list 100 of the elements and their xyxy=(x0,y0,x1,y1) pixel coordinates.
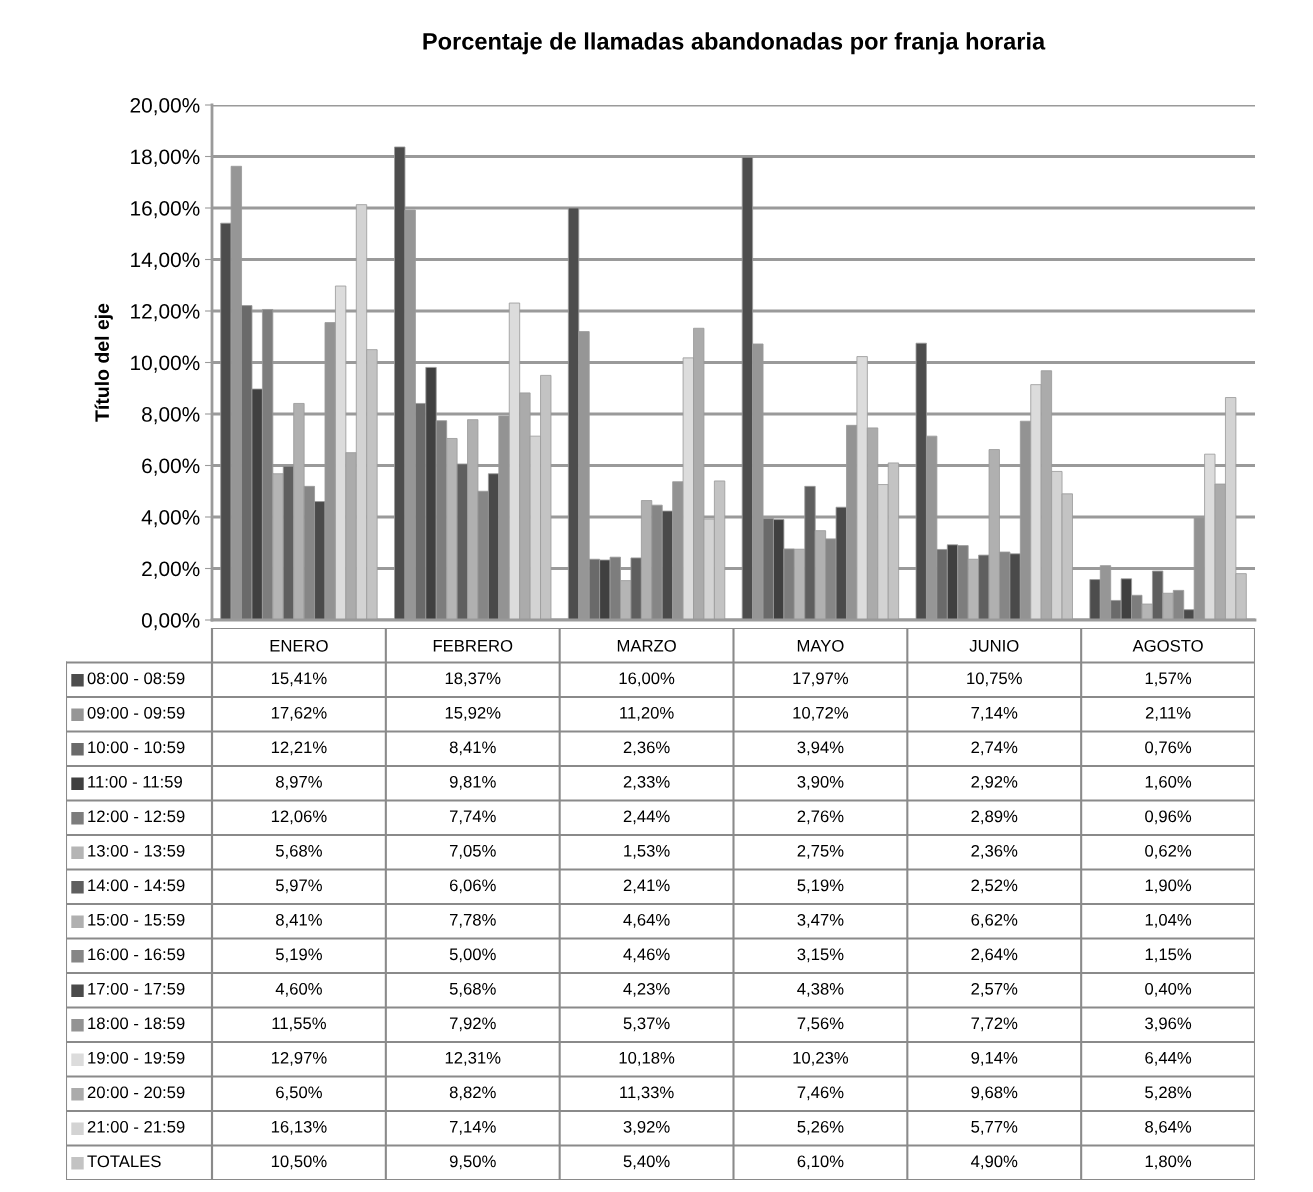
legend-label: 20:00 - 20:59 xyxy=(87,1086,185,1099)
data-label: 11,33% xyxy=(620,1086,674,1101)
data-label: 5,19% xyxy=(797,879,844,894)
data-label: 1,90% xyxy=(1145,879,1192,894)
data-label: 15,92% xyxy=(445,706,501,721)
x-tick-label: MAYO xyxy=(797,639,844,652)
data-label: 12,31% xyxy=(445,1051,501,1066)
legend-label: 08:00 - 08:59 xyxy=(87,672,185,685)
legend-label: 19:00 - 19:59 xyxy=(88,1051,185,1064)
data-label: 2,41% xyxy=(623,879,670,894)
y-tick-label: 16,00% xyxy=(131,201,200,219)
data-label: 10,18% xyxy=(619,1051,675,1066)
data-label: 12,97% xyxy=(271,1051,327,1066)
data-label: 7,46% xyxy=(797,1086,844,1101)
data-label: 5,00% xyxy=(449,948,496,963)
data-label: 16,00% xyxy=(619,672,675,687)
data-label: 6,10% xyxy=(797,1155,844,1170)
legend-label: 10:00 - 10:59 xyxy=(88,741,185,754)
data-label: 5,40% xyxy=(623,1155,670,1170)
y-tick-label: 4,00% xyxy=(141,510,200,528)
data-label: 5,28% xyxy=(1145,1086,1192,1101)
chart-title: Porcentaje de llamadas abandonadas por franja horaria xyxy=(423,32,1046,55)
data-label: 3,94% xyxy=(797,741,844,756)
y-tick-label: 18,00% xyxy=(131,149,200,167)
x-tick-label: AGOSTO xyxy=(1132,639,1203,652)
data-label: 0,76% xyxy=(1145,741,1192,756)
data-label: 1,53% xyxy=(624,844,670,859)
data-label: 1,04% xyxy=(1145,913,1192,928)
x-tick-label: MARZO xyxy=(617,639,676,652)
data-label: 6,50% xyxy=(276,1086,322,1101)
data-label: 3,96% xyxy=(1145,1017,1192,1032)
x-tick-label: ENERO xyxy=(270,639,328,652)
data-label: 8,41% xyxy=(276,913,322,928)
data-label: 2,52% xyxy=(971,879,1018,894)
data-label: 11,55% xyxy=(272,1017,326,1032)
data-label: 10,75% xyxy=(967,672,1022,687)
data-label: 4,64% xyxy=(623,913,670,928)
data-label: 7,14% xyxy=(971,706,1018,721)
data-label: 16,13% xyxy=(271,1120,327,1135)
data-label: 5,26% xyxy=(797,1120,844,1135)
legend-label: 13:00 - 13:59 xyxy=(88,844,185,857)
data-label: 2,33% xyxy=(623,775,670,790)
y-tick-label: 12,00% xyxy=(131,304,200,322)
data-label: 2,57% xyxy=(971,982,1018,997)
data-label: 4,90% xyxy=(971,1155,1018,1170)
x-tick-label: FEBRERO xyxy=(433,639,513,652)
data-label: 8,97% xyxy=(276,775,322,790)
data-label: 4,23% xyxy=(623,982,670,997)
data-label: 5,68% xyxy=(275,844,322,859)
data-label: 4,60% xyxy=(275,982,322,997)
y-tick-label: 6,00% xyxy=(142,458,200,476)
data-label: 1,60% xyxy=(1145,775,1192,790)
data-label: 9,50% xyxy=(449,1155,496,1170)
data-label: 7,78% xyxy=(449,913,496,928)
y-tick-label: 0,00% xyxy=(141,613,200,631)
data-label: 2,64% xyxy=(971,948,1018,963)
data-label: 8,64% xyxy=(1145,1120,1192,1135)
x-tick-label: JUNIO xyxy=(969,639,1019,652)
data-label: 1,15% xyxy=(1145,948,1192,963)
data-label: 2,11% xyxy=(1145,706,1191,721)
data-label: 0,40% xyxy=(1145,982,1192,997)
data-label: 7,14% xyxy=(449,1120,496,1135)
data-label: 12,06% xyxy=(271,810,327,825)
data-label: 10,23% xyxy=(793,1051,849,1066)
data-label: 9,68% xyxy=(971,1086,1018,1101)
legend-label: 21:00 - 21:59 xyxy=(87,1120,185,1133)
data-label: 1,57% xyxy=(1145,672,1192,687)
legend-label: 14:00 - 14:59 xyxy=(88,879,185,892)
data-label: 7,72% xyxy=(971,1017,1018,1032)
legend-label: 18:00 - 18:59 xyxy=(88,1017,185,1030)
data-label: 10,72% xyxy=(793,706,849,721)
data-label: 3,92% xyxy=(623,1120,670,1135)
data-label: 2,76% xyxy=(797,810,844,825)
y-tick-label: 8,00% xyxy=(142,407,200,425)
data-label: 3,90% xyxy=(797,775,844,790)
legend-label: 17:00 - 17:59 xyxy=(88,982,185,995)
data-label: 10,50% xyxy=(271,1155,327,1170)
data-label: 8,82% xyxy=(449,1086,496,1101)
data-label: 7,92% xyxy=(449,1017,496,1032)
data-label: 11,20% xyxy=(620,706,674,721)
data-label: 5,68% xyxy=(449,982,496,997)
y-axis-title: Título del eje xyxy=(94,303,113,422)
data-label: 6,44% xyxy=(1145,1051,1192,1066)
data-label: 17,62% xyxy=(271,706,327,721)
data-label: 5,37% xyxy=(623,1017,670,1032)
data-label: 5,77% xyxy=(971,1120,1018,1135)
y-tick-label: 20,00% xyxy=(130,98,200,116)
data-label: 2,44% xyxy=(623,810,670,825)
legend-label: TOTALES xyxy=(87,1155,161,1168)
data-label: 0,96% xyxy=(1145,810,1192,825)
data-label: 2,75% xyxy=(797,844,844,859)
data-label: 12,21% xyxy=(271,741,327,756)
data-label: 2,74% xyxy=(971,741,1018,756)
data-label: 0,62% xyxy=(1145,844,1192,859)
data-label: 6,62% xyxy=(971,913,1018,928)
y-tick-label: 2,00% xyxy=(142,561,200,579)
data-label: 4,38% xyxy=(797,982,844,997)
data-label: 2,36% xyxy=(623,741,670,756)
data-label: 9,14% xyxy=(971,1051,1018,1066)
legend-label: 11:00 - 11:59 xyxy=(88,775,182,788)
